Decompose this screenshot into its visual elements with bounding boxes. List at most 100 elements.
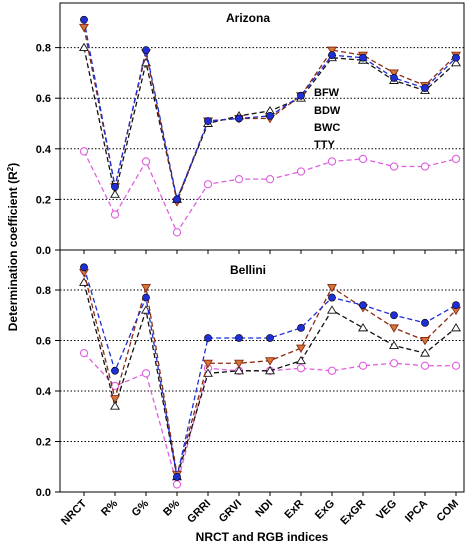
data-point-tty-arizona [265, 175, 275, 184]
data-point-bfw-bellini [297, 323, 305, 332]
legend: BFW BDW BWC TTY [314, 87, 341, 151]
data-point-bfw-bellini [80, 263, 88, 272]
data-point-bwc-bellini [296, 355, 306, 365]
data-point-bfw-arizona [328, 51, 336, 60]
data-point-tty-bellini [79, 348, 89, 358]
data-point-bwc-arizona [451, 57, 461, 67]
data-point-bdw-arizona [389, 69, 399, 78]
data-point-bwc-arizona [110, 189, 120, 198]
y-tick-label-bellini: 0.4 [36, 386, 52, 398]
data-point-bdw-bellini [110, 395, 120, 404]
x-tick-label: GRRI [185, 498, 213, 526]
x-axis-label: NRCT and RGB indices [196, 530, 329, 544]
data-point-bfw-arizona [421, 84, 429, 92]
data-point-bdw-bellini [327, 284, 337, 293]
data-point-bdw-bellini [234, 359, 244, 369]
y-tick-label-bellini: 0.2 [36, 437, 51, 449]
legend-item-bwc: BWC [314, 122, 340, 134]
data-point-bwc-bellini [389, 340, 399, 349]
data-point-tty-bellini [172, 480, 182, 489]
data-point-tty-bellini [358, 361, 368, 370]
data-point-bdw-arizona [327, 46, 337, 56]
panel-frame-bellini [59, 249, 465, 493]
axes-layer: 0.0 0.2 0.4 0.6 0.8 0.0 0.2 0.4 0.6 0.8 NRCT R% G% B%… [36, 43, 461, 528]
data-point-bfw-bellini [111, 366, 119, 375]
data-point-bdw-bellini [420, 337, 430, 346]
data-point-bfw-bellini [235, 334, 243, 342]
data-point-bfw-bellini [266, 334, 274, 342]
data-point-bwc-bellini [327, 305, 337, 314]
data-point-bfw-arizona [142, 46, 150, 55]
data-point-bfw-arizona [173, 195, 181, 204]
data-point-bwc-bellini [110, 401, 120, 410]
data-point-tty-arizona [110, 210, 120, 219]
data-point-tty-arizona [234, 175, 244, 184]
y-axis-label-sup: 2 [6, 166, 15, 171]
data-point-bfw-bellini [421, 318, 429, 327]
data-point-bfw-arizona [111, 182, 119, 191]
legend-item-bfw: BFW [314, 87, 340, 99]
data-point-bfw-arizona [390, 74, 398, 82]
x-tick-label: VEG [374, 498, 399, 523]
data-point-bdw-bellini [203, 359, 213, 369]
y-tick-label-arizona: 0.4 [36, 144, 52, 156]
x-tick-label: ExG [313, 498, 337, 522]
data-point-bdw-arizona [79, 23, 89, 33]
legend-item-bdw: BDW [314, 105, 341, 117]
data-point-bfw-arizona [204, 117, 212, 125]
data-point-tty-bellini [296, 364, 306, 373]
y-axis-label: Determination coefficient (R2) [6, 163, 20, 331]
data-point-bdw-bellini [265, 357, 275, 366]
data-point-tty-bellini [389, 359, 399, 368]
x-tick-label: G% [130, 497, 152, 519]
y-tick-label-arizona: 0.2 [36, 194, 51, 206]
panel-title-bellini: Bellini [230, 263, 266, 277]
data-point-tty-arizona [172, 228, 182, 237]
legend-item-tty: TTY [314, 139, 335, 151]
data-point-bwc-bellini [265, 365, 275, 375]
data-point-tty-arizona [327, 157, 337, 166]
x-tick-label: GRVI [217, 498, 244, 525]
data-point-bfw-arizona [359, 53, 367, 62]
data-point-bdw-bellini [389, 324, 399, 333]
data-point-bfw-bellini [359, 301, 367, 310]
data-point-bfw-bellini [452, 301, 460, 310]
data-point-bwc-bellini [358, 323, 368, 332]
data-point-bfw-bellini [142, 293, 150, 302]
panel-title-arizona: Arizona [226, 11, 270, 25]
data-point-bwc-bellini [451, 323, 461, 332]
y-tick-label-bellini: 0.6 [36, 336, 51, 348]
data-point-bdw-bellini [296, 344, 306, 353]
data-point-tty-arizona [389, 162, 399, 171]
data-point-bfw-bellini [204, 334, 212, 342]
data-point-bfw-bellini [390, 311, 398, 320]
data-point-bfw-arizona [235, 114, 243, 123]
data-point-tty-arizona [296, 167, 306, 176]
x-tick-label: ExR [282, 498, 306, 522]
grid-layer [60, 47, 464, 442]
data-point-bfw-arizona [266, 112, 274, 120]
y-axis-label-main: Determination coefficient (R [6, 171, 20, 331]
x-tick-label: IPCA [403, 498, 430, 525]
data-point-tty-bellini [420, 361, 430, 370]
x-tick-label: NRCT [59, 497, 89, 527]
data-point-tty-arizona [451, 154, 461, 164]
data-point-tty-bellini [451, 361, 461, 370]
x-tick-label: ExGR [338, 498, 368, 528]
y-tick-label-arizona: 0.6 [36, 93, 51, 105]
data-point-bfw-arizona [80, 15, 88, 24]
y-tick-label-arizona: 0.0 [36, 245, 51, 257]
data-point-bfw-bellini [173, 472, 181, 481]
data-point-bwc-bellini [234, 365, 244, 375]
y-axis-label-end: ) [6, 163, 20, 167]
y-tick-label-arizona: 0.8 [36, 43, 51, 55]
data-point-tty-bellini [327, 366, 337, 375]
data-point-tty-arizona [79, 147, 89, 156]
data-point-bfw-bellini [328, 293, 336, 302]
data-point-bwc-arizona [79, 42, 89, 52]
x-tick-label: B% [161, 497, 182, 518]
data-point-tty-arizona [141, 157, 151, 166]
x-tick-label: COM [434, 498, 461, 525]
data-point-tty-arizona [203, 180, 213, 189]
